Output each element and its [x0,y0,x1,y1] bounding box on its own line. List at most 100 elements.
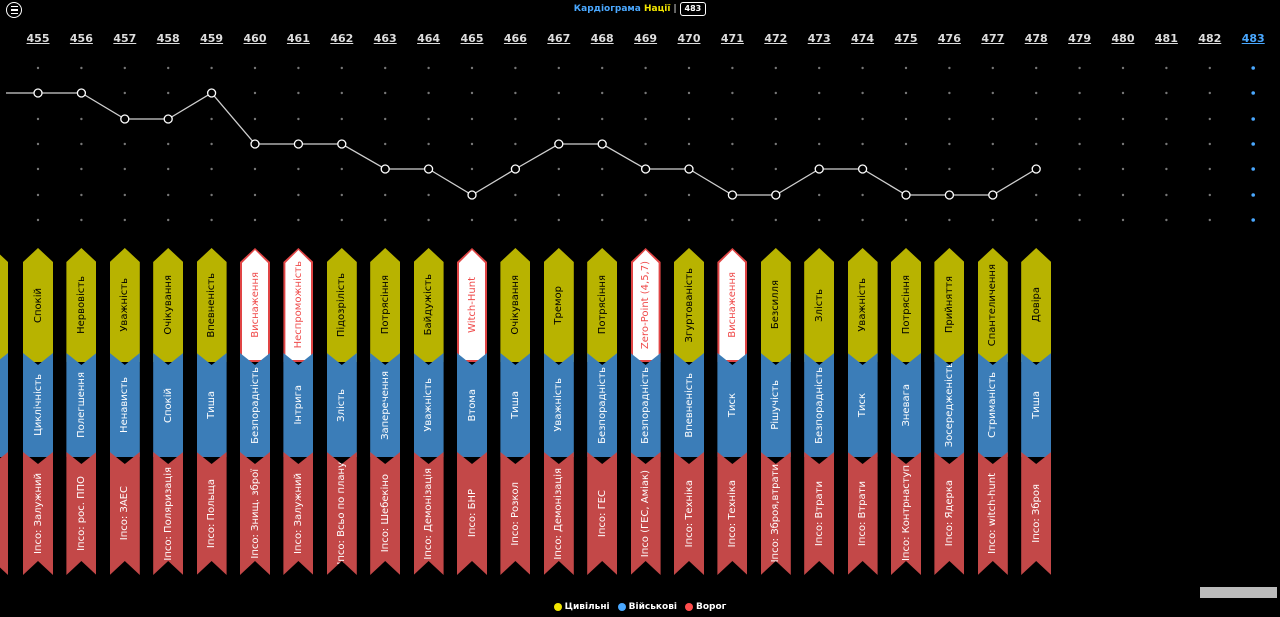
card-top-civil[interactable]: Потрясіння [587,248,618,362]
column-number-474[interactable]: 474 [851,32,875,45]
card-mid-military[interactable]: Уважність [543,353,574,457]
column-number-467[interactable]: 467 [547,32,571,45]
data-point[interactable] [771,190,781,200]
data-point[interactable] [684,164,694,174]
card-mid-military[interactable]: Зневага [891,353,921,457]
card-mid-military[interactable]: Уважність [413,353,444,457]
column-number-470[interactable]: 470 [677,32,701,45]
column-number-457[interactable]: 457 [113,32,137,45]
card-top-civil[interactable]: Уважність [847,248,878,362]
column-number-461[interactable]: 461 [286,32,310,45]
card-mid-military[interactable]: Ненависть [109,353,140,457]
card-bot-enemy[interactable]: Іпсо: Техніка [674,452,704,575]
data-point[interactable] [33,88,43,98]
data-point[interactable] [423,164,434,174]
column-number-464[interactable]: 464 [417,32,441,45]
card-bot-partial[interactable] [0,452,8,575]
data-point[interactable] [988,190,998,200]
card-mid-military[interactable]: Злість [326,353,357,457]
card-mid-military[interactable]: Тиша [500,353,531,457]
card-bot-enemy[interactable]: Іпсо: Всьо по плану [326,452,357,575]
data-point[interactable] [467,190,477,200]
column-number-475[interactable]: 475 [894,32,918,45]
card-top-civil[interactable]: Уважність [109,248,140,362]
card-top-civil[interactable]: Прийняття [934,248,965,362]
card-bot-enemy[interactable]: Іпсо: Знищ. зброї [240,452,270,575]
card-bot-enemy[interactable]: Іпсо (ГЕС, Аміак) [630,452,661,575]
card-bot-enemy[interactable]: Іпсо: Ядерка [934,452,965,575]
card-top-civil[interactable]: Підозрілість [326,248,357,362]
column-number-455[interactable]: 455 [26,32,50,45]
card-top-civil[interactable]: Потрясіння [370,248,401,362]
card-mid-military[interactable]: Циклічність [23,353,53,457]
data-point[interactable] [206,88,217,98]
column-number-476[interactable]: 476 [937,32,961,45]
horizontal-scrollbar[interactable] [1200,587,1277,598]
data-point[interactable] [857,164,868,174]
data-point[interactable] [1031,164,1041,174]
card-top-civil[interactable]: Байдужість [413,248,444,362]
column-number-472[interactable]: 472 [764,32,788,45]
card-bot-enemy[interactable]: Іпсо: Контрнаступ [891,452,921,575]
column-number-458[interactable]: 458 [156,32,180,45]
card-bot-enemy[interactable]: Іпсо: Розкол [500,452,531,575]
card-mid-military[interactable]: Втома [457,353,487,457]
card-bot-enemy[interactable]: Іпсо: Втрати [804,452,835,575]
column-number-477[interactable]: 477 [981,32,1005,45]
card-top-civil[interactable]: Очікування [153,248,184,362]
card-top-civil[interactable]: Очікування [500,248,531,362]
card-bot-enemy[interactable]: Іпсо: Польща [196,452,227,575]
data-point[interactable] [337,139,347,149]
card-mid-military[interactable]: Безпорадність [804,353,835,457]
card-bot-enemy[interactable]: Іпсо: Зброя [1021,452,1052,575]
card-top-civil[interactable]: Тремор [543,248,574,362]
data-point[interactable] [901,190,911,200]
card-mid-military[interactable]: Безпорадність [587,353,618,457]
card-mid-military[interactable]: Безпорадність [630,353,661,457]
column-number-478[interactable]: 478 [1024,32,1048,45]
card-bot-enemy[interactable]: Іпсо: Техніка [717,452,748,575]
data-point[interactable] [814,164,824,174]
card-bot-enemy[interactable]: Іпсо: Демонізація [413,452,444,575]
card-mid-military[interactable]: Зосередженість [934,353,965,457]
data-point[interactable] [163,114,173,124]
data-point[interactable] [597,139,607,149]
card-bot-enemy[interactable]: Іпсо: Демонізація [543,452,574,575]
column-number-471[interactable]: 471 [720,32,744,45]
menu-button[interactable] [6,2,22,18]
card-mid-military[interactable]: Рішучість [760,353,791,457]
card-mid-military[interactable]: Тиск [717,353,748,457]
data-point[interactable] [76,88,87,98]
card-mid-partial[interactable] [0,353,8,457]
column-number-460[interactable]: 460 [243,32,267,45]
card-bot-enemy[interactable]: Іпсо: рос. ППО [66,452,97,575]
card-mid-military[interactable]: Заперечення [370,353,401,457]
data-point[interactable] [120,114,130,124]
card-top-civil[interactable]: Нервовість [66,248,97,362]
column-number-473[interactable]: 473 [807,32,831,45]
column-number-459[interactable]: 459 [200,32,224,45]
data-point[interactable] [640,164,651,174]
card-top-civil[interactable]: Спокій [23,248,53,362]
card-bot-enemy[interactable]: Іпсо: Залужний [23,452,53,575]
data-point[interactable] [554,139,564,149]
card-bot-enemy[interactable]: Іпсо: ЗАЕС [109,452,140,575]
card-top-civil[interactable]: Виснаження [242,250,268,360]
data-point[interactable] [944,190,955,200]
card-top-civil[interactable]: Спантеличення [977,248,1008,362]
column-number-480[interactable]: 480 [1111,32,1135,45]
column-number-463[interactable]: 463 [373,32,397,45]
card-top-civil[interactable]: Впевненість [196,248,227,362]
card-bot-enemy[interactable]: Іпсо: Залужний [283,452,314,575]
data-point[interactable] [727,190,738,200]
column-number-462[interactable]: 462 [330,32,354,45]
card-top-civil[interactable]: Неспроможність [285,250,312,360]
column-number-466[interactable]: 466 [503,32,527,45]
column-number-456[interactable]: 456 [69,32,93,45]
card-mid-military[interactable]: Безпорадність [240,353,270,457]
column-number-468[interactable]: 468 [590,32,614,45]
column-number-469[interactable]: 469 [634,32,658,45]
data-point[interactable] [510,164,521,174]
card-bot-enemy[interactable]: Іпсо: Поляризація [153,452,184,575]
card-top-partial[interactable] [0,248,8,362]
